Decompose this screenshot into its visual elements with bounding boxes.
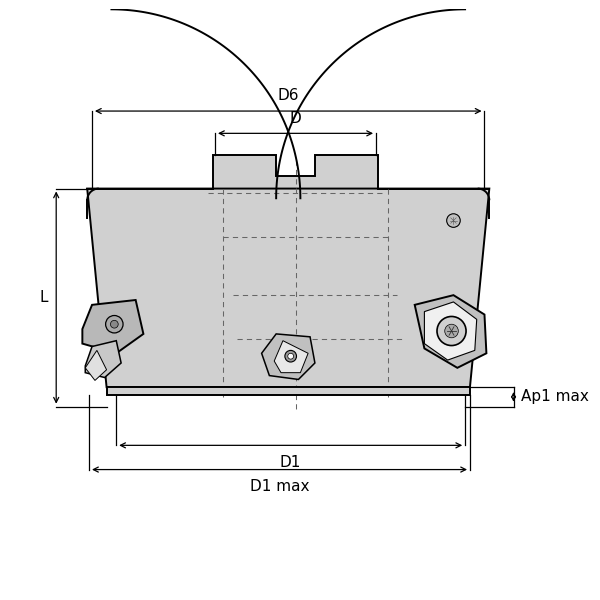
Polygon shape [107,387,470,395]
Polygon shape [85,341,121,377]
Circle shape [446,214,460,227]
Text: D1 max: D1 max [250,479,309,494]
Text: D1: D1 [280,455,301,470]
Circle shape [106,316,123,333]
Polygon shape [262,334,315,379]
Polygon shape [424,302,477,360]
Text: D: D [290,110,301,125]
Polygon shape [415,295,487,368]
Text: L: L [40,290,49,305]
Polygon shape [85,350,107,380]
Text: Ap1 max: Ap1 max [521,389,589,404]
Polygon shape [87,188,490,387]
Polygon shape [213,155,378,188]
Circle shape [437,316,466,346]
Circle shape [445,324,458,338]
Circle shape [285,350,296,362]
Text: D6: D6 [278,88,299,103]
Circle shape [288,353,293,359]
Polygon shape [274,341,308,373]
Circle shape [110,320,118,328]
Polygon shape [82,300,143,353]
